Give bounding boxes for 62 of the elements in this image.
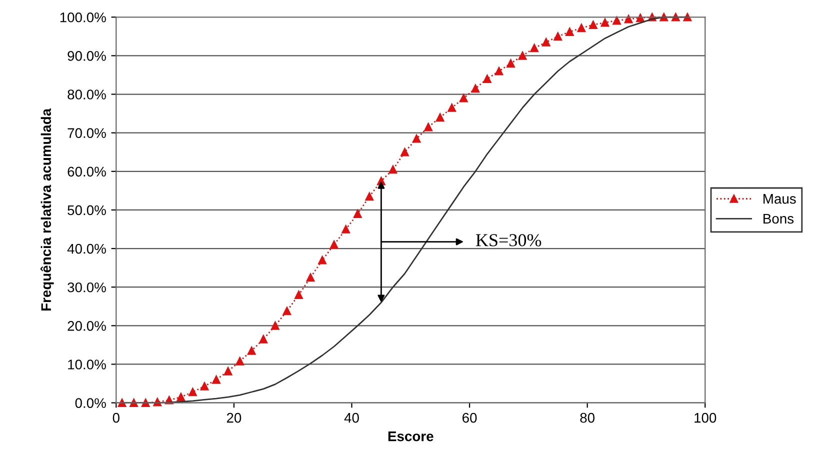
point [577,24,586,32]
point [494,66,504,76]
y-tick-label: 100.0% [60,12,106,22]
point [471,84,480,93]
y-tick-label: 30.0% [68,282,106,292]
point [612,16,621,25]
point [353,210,362,218]
x-tick-label: 100 [694,412,716,423]
point [624,14,633,24]
y-tick-label: 90.0% [68,51,106,61]
point [224,367,232,376]
point [530,44,538,52]
point [542,38,550,46]
point [683,12,692,22]
point [565,28,574,36]
x-tick-label: 40 [344,412,359,423]
point [330,240,338,249]
x-tick-label: 20 [226,412,242,423]
point [294,290,303,299]
point [636,14,644,22]
y-tick-label: 10.0% [68,360,106,370]
point [400,148,409,156]
point [271,322,280,330]
point [247,346,256,355]
y-tick-label: 70.0% [68,128,106,138]
point [388,165,398,174]
point [306,273,315,282]
point [236,356,244,366]
y-axis-title: Frequência relativa acumulada [40,108,54,311]
point [200,382,209,390]
point [212,376,220,384]
point [176,392,186,402]
annotation: KS=30% [476,234,542,246]
y-tick-label: 60.0% [68,166,106,177]
point [600,18,610,27]
point [448,104,456,112]
y-tick-label: 80.0% [68,90,106,100]
point [342,225,350,234]
point [459,94,468,102]
y-tick-label: 50.0% [68,205,106,216]
x-tick-label: 80 [580,412,595,423]
y-tick-label: 20.0% [68,321,106,331]
x-tick-label: 60 [462,412,477,423]
point [318,256,326,264]
legend-label: Bons [764,214,794,224]
point [282,306,292,316]
y-tick-label: 0.0% [75,398,106,408]
x-tick-label: 0 [112,412,120,423]
point [436,113,444,122]
point [518,52,527,60]
point [483,74,492,84]
point [259,335,268,344]
point [554,32,562,41]
point [188,388,197,396]
point [589,20,598,30]
x-axis-title: Escore [388,432,434,442]
point [506,59,515,68]
point [424,122,432,132]
legend-label: Maus [764,194,796,204]
point [365,192,374,201]
y-tick-label: 40.0% [67,244,106,254]
point [412,134,421,143]
